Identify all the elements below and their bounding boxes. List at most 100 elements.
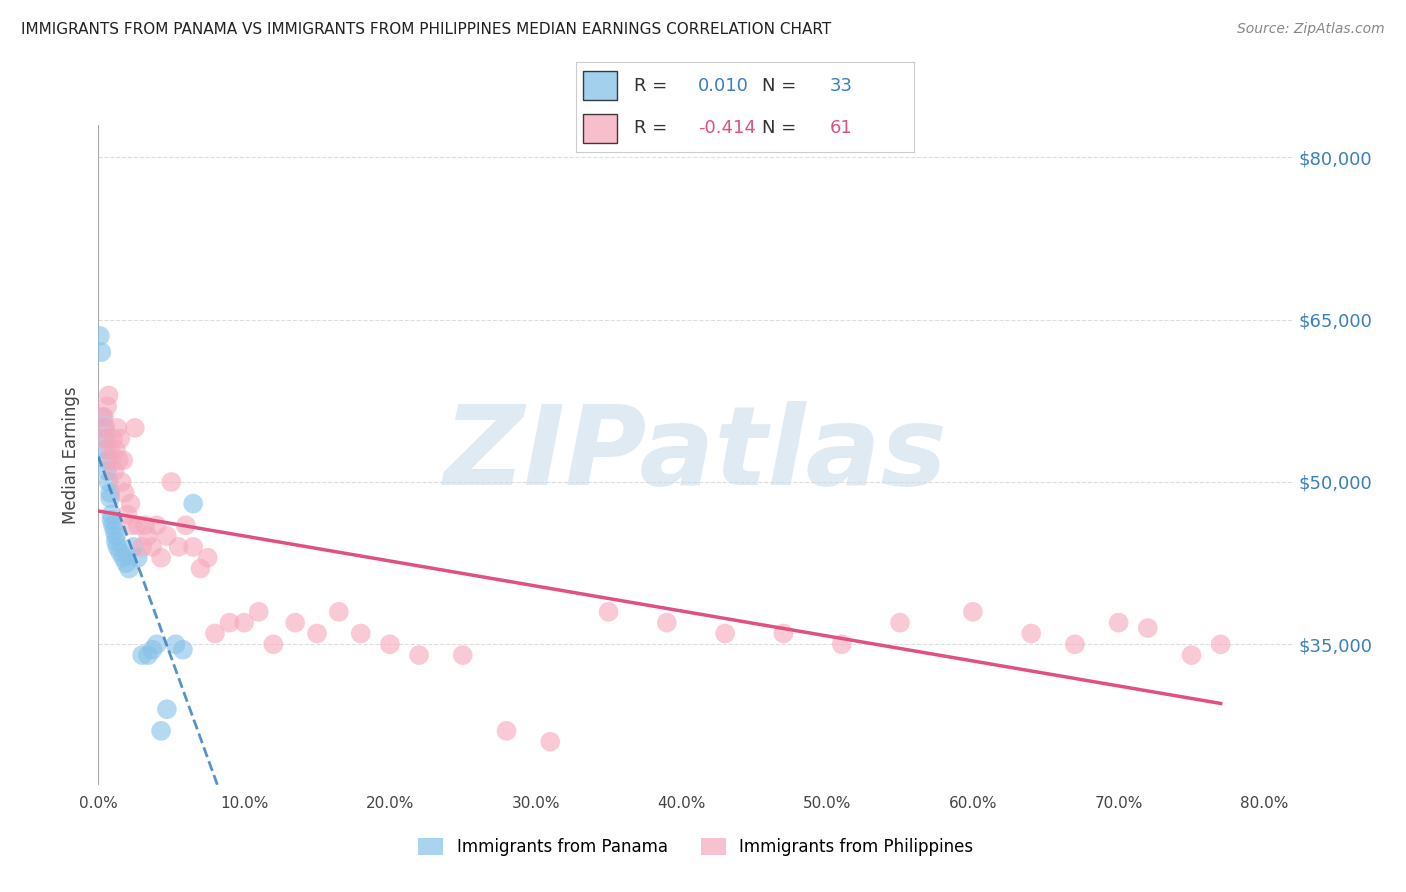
Point (98, 491, 121, 506)
Point (103, 464, 125, 478)
Point (98, 442, 121, 457)
Point (110, 545, 132, 559)
Point (1180, 648, 1202, 662)
Point (141, 540, 163, 554)
Point (190, 561, 212, 575)
Point (115, 556, 138, 570)
Point (197, 550, 219, 565)
Point (96, 399, 118, 413)
Point (284, 615, 307, 630)
Point (1136, 621, 1159, 635)
Point (655, 615, 678, 630)
Point (204, 626, 226, 640)
Point (112, 453, 135, 467)
FancyBboxPatch shape (583, 114, 617, 143)
Point (112, 550, 135, 565)
Point (91, 410, 114, 425)
Point (167, 540, 190, 554)
Point (89, 329, 111, 343)
Text: IMMIGRANTS FROM PANAMA VS IMMIGRANTS FROM PHILIPPINES MEDIAN EARNINGS CORRELATIO: IMMIGRANTS FROM PANAMA VS IMMIGRANTS FRO… (21, 22, 831, 37)
Point (181, 497, 204, 511)
Point (1019, 626, 1042, 640)
Point (408, 648, 430, 662)
Point (831, 637, 853, 651)
Text: 33: 33 (830, 77, 852, 95)
Point (127, 550, 149, 565)
Point (103, 524, 125, 538)
Point (110, 432, 132, 446)
Point (136, 529, 159, 543)
Point (328, 605, 350, 619)
Point (98, 485, 121, 500)
Point (714, 626, 737, 640)
Point (131, 540, 153, 554)
Text: Source: ZipAtlas.com: Source: ZipAtlas.com (1237, 22, 1385, 37)
Point (150, 550, 173, 565)
Text: N =: N = (762, 77, 801, 95)
Point (114, 485, 136, 500)
Point (120, 497, 142, 511)
Point (105, 540, 128, 554)
Point (93, 410, 115, 425)
Point (160, 475, 183, 489)
Point (101, 518, 124, 533)
Text: 61: 61 (830, 120, 852, 137)
Point (218, 615, 240, 630)
Point (97, 475, 120, 489)
Point (1209, 637, 1232, 651)
Point (127, 518, 149, 533)
Point (117, 508, 139, 522)
Point (94, 432, 117, 446)
Point (134, 518, 156, 533)
Y-axis label: Median Earnings: Median Earnings (62, 386, 80, 524)
Point (91, 432, 114, 446)
Point (104, 529, 127, 543)
Point (96, 453, 118, 467)
Point (94, 421, 117, 435)
Point (247, 605, 270, 619)
Point (172, 642, 194, 657)
Point (150, 723, 173, 738)
Point (350, 626, 373, 640)
Text: N =: N = (762, 120, 801, 137)
Point (93, 421, 115, 435)
Point (156, 529, 179, 543)
Point (100, 513, 122, 527)
Text: 0.010: 0.010 (697, 77, 749, 95)
Point (101, 432, 124, 446)
Point (97, 388, 120, 402)
Point (598, 605, 620, 619)
Point (962, 605, 984, 619)
Text: ZIPatlas: ZIPatlas (444, 401, 948, 508)
Point (181, 540, 204, 554)
Point (90, 345, 112, 359)
Point (305, 626, 328, 640)
Point (1108, 615, 1130, 630)
Point (96, 464, 118, 478)
Point (495, 723, 517, 738)
Point (165, 637, 187, 651)
Point (104, 534, 127, 549)
Point (156, 702, 179, 716)
Point (108, 453, 131, 467)
Point (136, 648, 159, 662)
Point (124, 421, 146, 435)
Text: R =: R = (634, 120, 673, 137)
Point (538, 734, 561, 748)
FancyBboxPatch shape (583, 71, 617, 100)
Point (451, 648, 474, 662)
Text: R =: R = (634, 77, 673, 95)
Text: -0.414: -0.414 (697, 120, 756, 137)
Point (772, 626, 794, 640)
Point (378, 637, 401, 651)
Point (100, 508, 122, 522)
Point (141, 642, 163, 657)
Point (100, 453, 122, 467)
Point (145, 637, 167, 651)
Point (889, 615, 911, 630)
Point (105, 421, 128, 435)
Point (118, 561, 141, 575)
Point (233, 615, 256, 630)
Point (262, 637, 284, 651)
Point (131, 648, 153, 662)
